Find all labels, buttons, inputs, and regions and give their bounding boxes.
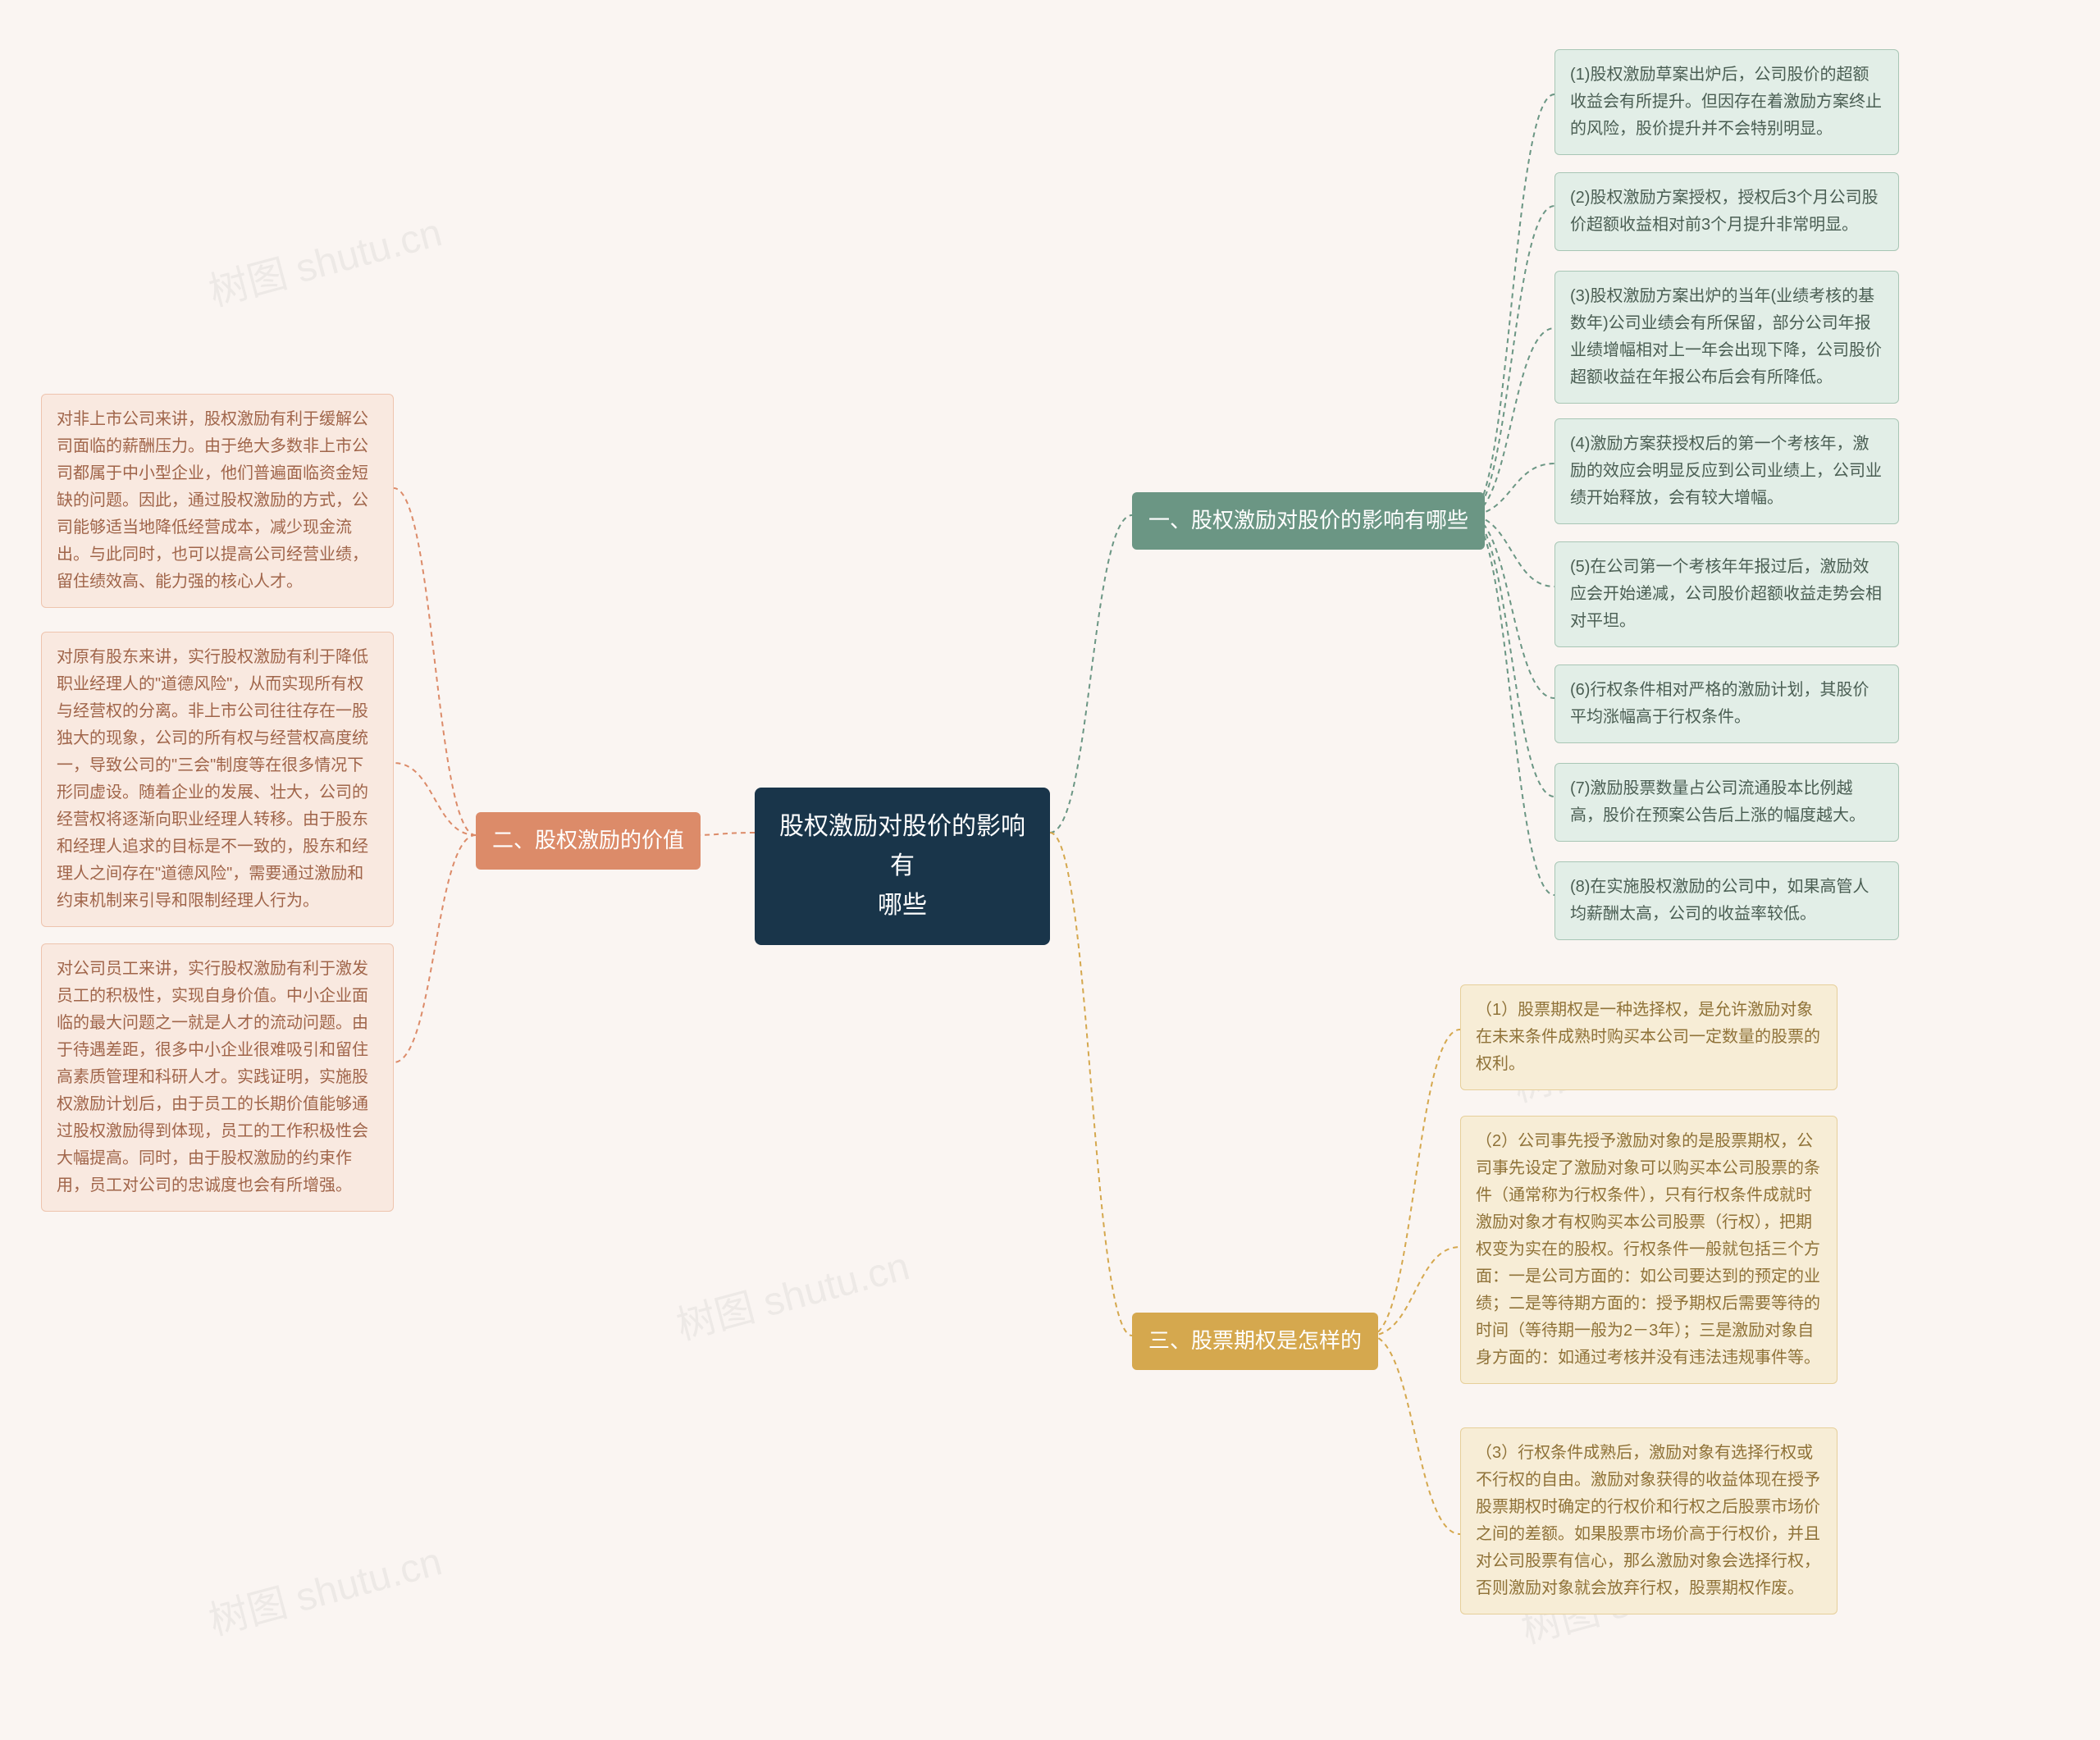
center-node[interactable]: 股权激励对股价的影响有哪些 (755, 788, 1050, 945)
leaf-b1-2[interactable]: (3)股权激励方案出炉的当年(业绩考核的基数年)公司业绩会有所保留，部分公司年报… (1554, 271, 1899, 404)
leaf-b1-7[interactable]: (8)在实施股权激励的公司中，如果高管人均薪酬太高，公司的收益率较低。 (1554, 861, 1899, 940)
leaf-b3-1[interactable]: （2）公司事先授予激励对象的是股票期权，公司事先设定了激励对象可以购买本公司股票… (1460, 1116, 1838, 1384)
leaf-b1-1[interactable]: (2)股权激励方案授权，授权后3个月公司股价超额收益相对前3个月提升非常明显。 (1554, 172, 1899, 251)
branch-b1[interactable]: 一、股权激励对股价的影响有哪些 (1132, 492, 1485, 550)
leaf-b3-0[interactable]: （1）股票期权是一种选择权，是允许激励对象在未来条件成熟时购买本公司一定数量的股… (1460, 984, 1838, 1090)
leaf-b2-1[interactable]: 对原有股东来讲，实行股权激励有利于降低职业经理人的"道德风险"，从而实现所有权与… (41, 632, 394, 927)
watermark: 树图 shutu.cn (202, 200, 447, 317)
leaf-b1-6[interactable]: (7)激励股票数量占公司流通股本比例越高，股价在预案公告后上涨的幅度越大。 (1554, 763, 1899, 842)
leaf-b1-4[interactable]: (5)在公司第一个考核年年报过后，激励效应会开始递减，公司股价超额收益走势会相对… (1554, 541, 1899, 647)
branch-b3[interactable]: 三、股票期权是怎样的 (1132, 1313, 1378, 1370)
leaf-b1-0[interactable]: (1)股权激励草案出炉后，公司股价的超额收益会有所提升。但因存在着激励方案终止的… (1554, 49, 1899, 155)
leaf-b3-2[interactable]: （3）行权条件成熟后，激励对象有选择行权或不行权的自由。激励对象获得的收益体现在… (1460, 1427, 1838, 1614)
leaf-b1-5[interactable]: (6)行权条件相对严格的激励计划，其股价平均涨幅高于行权条件。 (1554, 664, 1899, 743)
leaf-b1-3[interactable]: (4)激励方案获授权后的第一个考核年，激励的效应会明显反应到公司业绩上，公司业绩… (1554, 418, 1899, 524)
branch-b2[interactable]: 二、股权激励的价值 (476, 812, 701, 870)
leaf-b2-2[interactable]: 对公司员工来讲，实行股权激励有利于激发员工的积极性，实现自身价值。中小企业面临的… (41, 943, 394, 1212)
leaf-b2-0[interactable]: 对非上市公司来讲，股权激励有利于缓解公司面临的薪酬压力。由于绝大多数非上市公司都… (41, 394, 394, 608)
watermark: 树图 shutu.cn (669, 1234, 915, 1351)
watermark: 树图 shutu.cn (202, 1529, 447, 1646)
